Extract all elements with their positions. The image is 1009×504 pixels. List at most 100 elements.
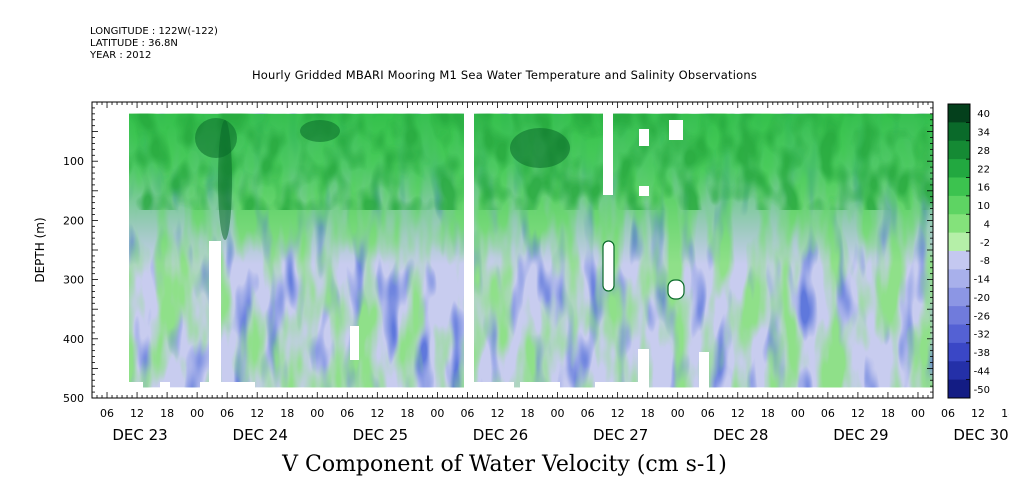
x-hour-tick-label: 06 [821, 407, 835, 420]
colorbar-cell [948, 379, 970, 399]
contour-oval [667, 279, 685, 300]
y-tick-label: 300 [63, 274, 84, 287]
strong-positive-core [300, 120, 340, 142]
x-hour-tick-label: 00 [791, 407, 805, 420]
colorbar-tick-label: 4 [984, 219, 990, 230]
y-tick-label: 100 [63, 155, 84, 168]
y-tick-label: 400 [63, 333, 84, 346]
colorbar: 40 34 28 22 16 10 4 -2 -8 -14 -20 -26 -32 -38 -44 -50 [947, 103, 990, 399]
latitude-label: LATITUDE : 36.8N [90, 38, 178, 49]
missing-data [603, 113, 613, 195]
missing-data [639, 129, 649, 146]
missing-data [595, 382, 640, 390]
heatmap-segment [129, 113, 464, 388]
x-hour-tick-label: 06 [701, 407, 715, 420]
colorbar-cell [948, 104, 970, 123]
colorbar-tick-label: -2 [980, 238, 990, 249]
heatmap-field [129, 113, 933, 390]
colorbar-tick-label: 40 [977, 109, 990, 120]
colorbar-tick-label: -44 [974, 366, 990, 377]
chart-title: Hourly Gridded MBARI Mooring M1 Sea Wate… [251, 68, 758, 82]
colorbar-tick-label: -20 [974, 293, 990, 304]
year-label: YEAR : 2012 [90, 50, 152, 61]
colorbar-cell [948, 140, 970, 160]
colorbar-tick-label: -14 [974, 275, 990, 286]
x-hour-tick-label: 12 [971, 407, 985, 420]
colorbar-cell [948, 214, 970, 234]
x-day-label: DEC 27 [593, 426, 648, 444]
missing-data [520, 382, 560, 390]
colorbar-tick-label: -50 [974, 385, 990, 396]
missing-data [669, 120, 683, 140]
x-hour-tick-label: 12 [370, 407, 384, 420]
x-hour-tick-label: 12 [851, 407, 865, 420]
x-day-label: DEC 29 [833, 426, 888, 444]
colorbar-cell [948, 177, 970, 197]
x-hour-tick-label: 18 [761, 407, 775, 420]
colorbar-tick-label: 10 [977, 201, 990, 212]
field-surface-strong [129, 113, 464, 210]
colorbar-cell [948, 122, 970, 142]
x-hour-tick-label: 18 [881, 407, 895, 420]
x-hour-tick-label: 00 [310, 407, 324, 420]
x-hour-tick-label: 12 [490, 407, 504, 420]
missing-data [464, 113, 474, 390]
x-day-label: DEC 23 [112, 426, 167, 444]
missing-data [129, 382, 143, 390]
x-hour-tick-label: 00 [911, 407, 925, 420]
colorbar-cell [948, 342, 970, 362]
colorbar-tick-label: 28 [977, 146, 990, 157]
missing-data [350, 326, 359, 360]
missing-data [474, 382, 514, 390]
longitude-label: LONGITUDE : 122W(-122) [90, 26, 218, 37]
x-hour-tick-label: 00 [430, 407, 444, 420]
x-hour-tick-label: 06 [581, 407, 595, 420]
x-hour-tick-label: 12 [250, 407, 264, 420]
colorbar-cell [948, 195, 970, 215]
x-hour-tick-label: 18 [160, 407, 174, 420]
axes: 06 12 18 00 06 12 18 00 06 12 18 00 06 12 18 00 06 12 18 00… [33, 101, 1009, 444]
x-hour-tick-label: 06 [941, 407, 955, 420]
missing-data [639, 186, 649, 196]
y-axis-label: DEPTH (m) [33, 217, 47, 282]
strong-positive-core [218, 120, 232, 240]
y-tick-label: 500 [63, 392, 84, 405]
x-hour-tick-label: 12 [130, 407, 144, 420]
colorbar-tick-label: -26 [974, 311, 990, 322]
colorbar-tick-label: 34 [977, 128, 990, 139]
strong-positive-core [510, 128, 570, 168]
colorbar-tick-label: 16 [977, 183, 990, 194]
colorbar-cell [948, 361, 970, 381]
colorbar-tick-label: -8 [980, 256, 990, 267]
variable-title: V Component of Water Velocity (cm s-1) [282, 452, 727, 477]
heatmap-segment [474, 113, 933, 388]
x-hour-tick-label: 18 [641, 407, 655, 420]
x-hour-tick-label: 12 [611, 407, 625, 420]
colorbar-cell [948, 251, 970, 270]
missing-data [638, 349, 649, 389]
x-day-label: DEC 26 [473, 426, 528, 444]
x-day-label: DEC 30 [953, 426, 1008, 444]
x-hour-tick-label: 06 [340, 407, 354, 420]
missing-data [200, 382, 255, 390]
x-day-label: DEC 24 [233, 426, 288, 444]
x-hour-tick-label: 06 [100, 407, 114, 420]
colorbar-tick-label: -32 [974, 330, 990, 341]
x-day-label: DEC 28 [713, 426, 768, 444]
colorbar-tick-label: -38 [974, 348, 990, 359]
contour-oval [602, 240, 615, 292]
colorbar-cell [948, 159, 970, 178]
x-day-label: DEC 25 [353, 426, 408, 444]
colorbar-cell [948, 324, 970, 344]
x-hour-tick-label: 18 [521, 407, 535, 420]
missing-data [209, 241, 221, 383]
colorbar-cell [948, 269, 970, 289]
colorbar-tick-label: 22 [977, 164, 990, 175]
missing-data [160, 382, 170, 390]
y-tick-label: 200 [63, 214, 84, 227]
missing-data [699, 352, 709, 390]
x-hour-tick-label: 18 [1001, 407, 1009, 420]
x-hour-tick-label: 12 [731, 407, 745, 420]
x-hour-tick-label: 00 [190, 407, 204, 420]
